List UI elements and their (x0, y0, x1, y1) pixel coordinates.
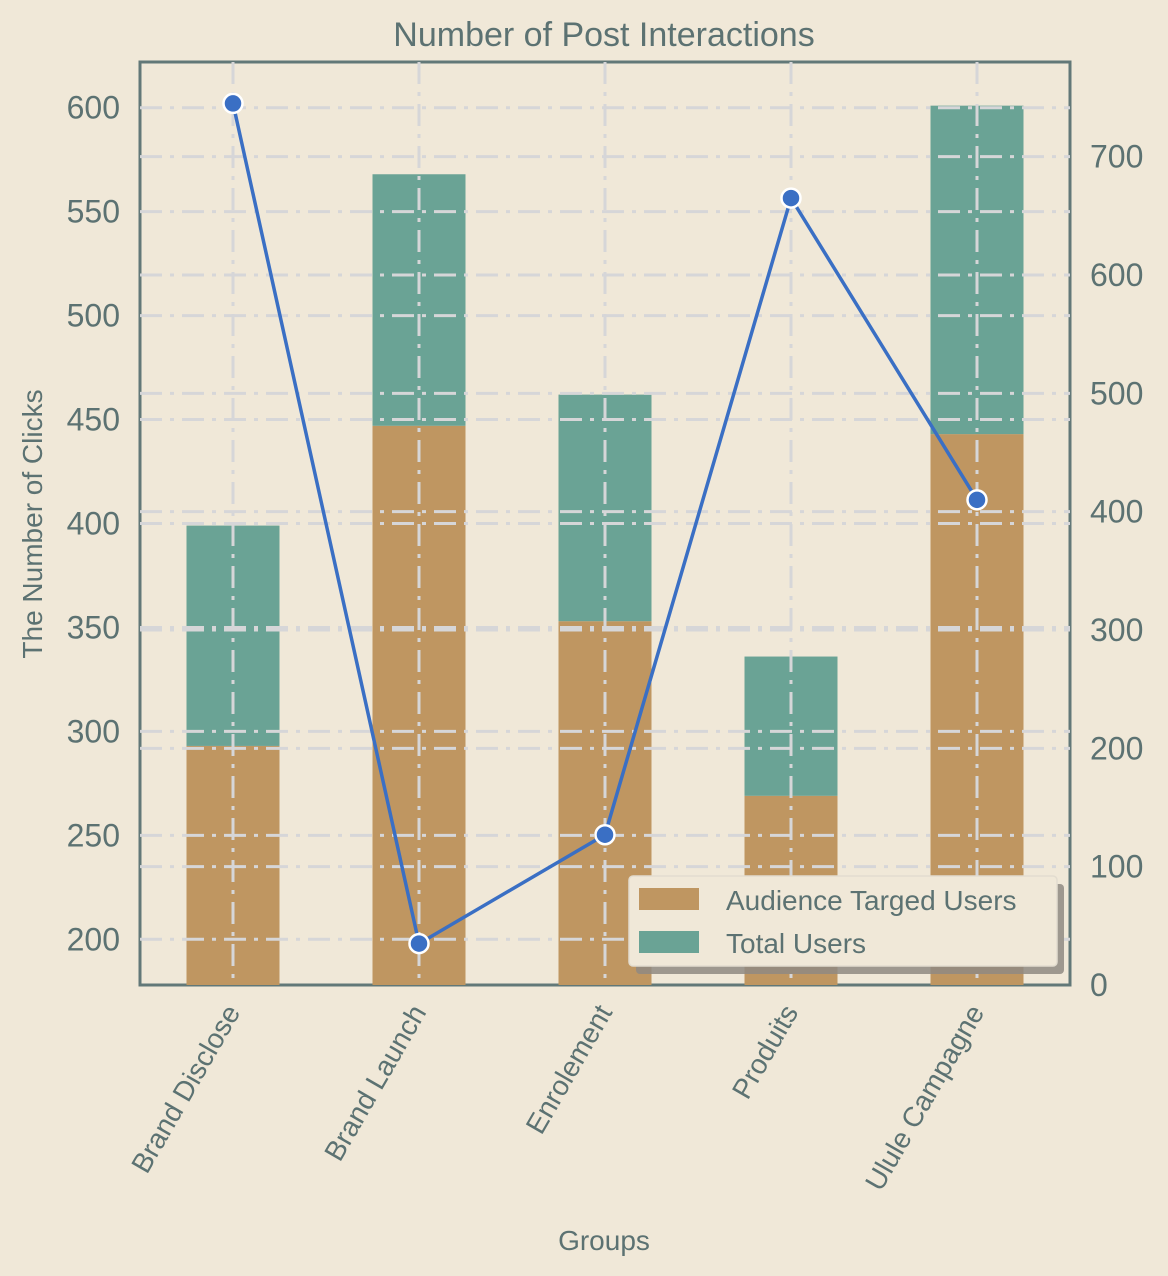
y-tick-label-2: 300 (67, 713, 120, 749)
bar-total-1 (372, 174, 466, 426)
x-tick-label-1: Brand Launch (318, 1000, 432, 1166)
y2-tick-label-0: 0 (1090, 967, 1108, 1003)
y-tick-label-0: 200 (67, 921, 120, 957)
y-axis-label: The Number of Clicks (17, 389, 48, 658)
y-tick-label-8: 600 (67, 90, 120, 126)
bar-total-3 (744, 656, 838, 796)
line-point-3 (780, 187, 802, 209)
chart-title: Number of Post Interactions (393, 16, 814, 54)
y-axis-ticks: 200 250 300 350 400 450 500 550 600 (67, 90, 120, 958)
x-tick-label-4: Ulule Campagne (859, 1000, 990, 1196)
x-axis-label: Groups (558, 1225, 650, 1256)
y-tick-label-3: 350 (67, 609, 120, 645)
line-point-2 (594, 823, 616, 846)
x-tick-label-3: Produits (726, 1000, 804, 1104)
y2-tick-label-2: 200 (1090, 730, 1143, 766)
line-series (222, 92, 988, 955)
legend: Audience Targed Users Total Users (628, 875, 1064, 974)
y2-tick-label-6: 600 (1090, 257, 1143, 293)
legend-swatch-total (639, 931, 699, 953)
y-tick-label-4: 400 (67, 506, 120, 542)
x-tick-label-2: Enrolement (520, 999, 619, 1139)
line-point-4 (966, 489, 988, 511)
y2-tick-label-3: 300 (1090, 612, 1143, 648)
legend-box (628, 875, 1058, 967)
bar-group (186, 105, 1024, 985)
y-tick-label-7: 550 (67, 194, 120, 230)
legend-swatch-audience (639, 888, 699, 910)
x-tick-label-0: Brand Disclose (125, 1000, 246, 1179)
y2-axis-ticks: 0 100 200 300 400 500 600 700 (1090, 139, 1143, 1003)
line-point-0 (222, 92, 244, 115)
legend-label-total: Total Users (726, 928, 866, 959)
y2-tick-label-4: 400 (1090, 494, 1143, 530)
y2-tick-label-1: 100 (1090, 849, 1143, 885)
y-tick-label-5: 450 (67, 402, 120, 438)
legend-label-audience: Audience Targed Users (726, 885, 1017, 916)
y2-tick-label-5: 500 (1090, 375, 1143, 411)
x-axis-ticks: Brand Disclose Brand Launch Enrolement Prod… (125, 999, 990, 1195)
y-tick-label-6: 500 (67, 298, 120, 334)
y2-tick-label-7: 700 (1090, 139, 1143, 175)
line-point-1 (408, 932, 430, 955)
y-tick-label-1: 250 (67, 817, 120, 853)
